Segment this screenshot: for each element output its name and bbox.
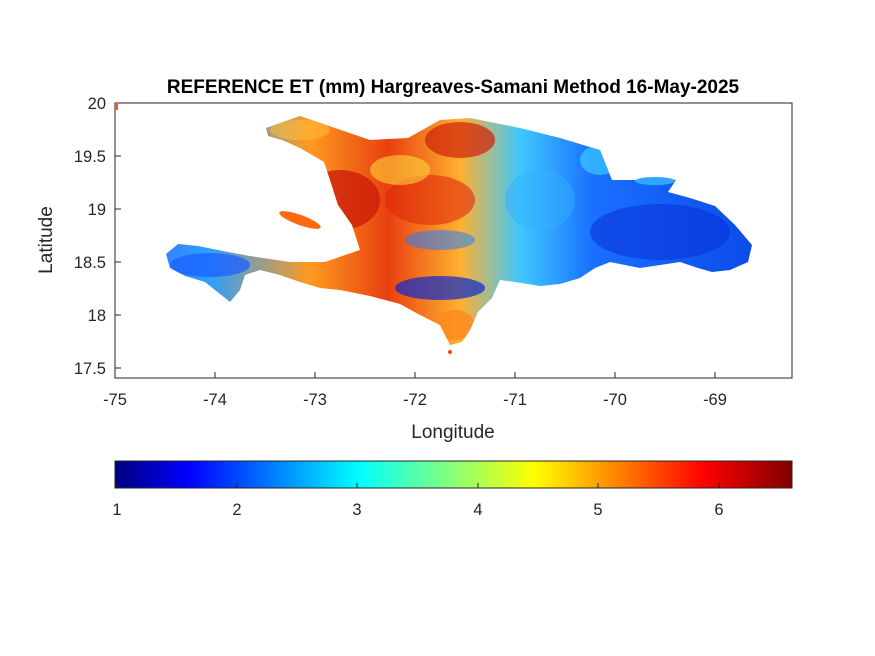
y-tick-label: 19.5 <box>74 148 106 166</box>
x-tick-label: -70 <box>603 391 627 409</box>
x-axis <box>114 372 716 378</box>
x-tick-label: -72 <box>403 391 427 409</box>
chart-title: REFERENCE ET (mm) Hargreaves-Samani Meth… <box>167 77 740 98</box>
colorbar-tick-label: 5 <box>593 501 602 519</box>
y-tick-label: 18.5 <box>74 254 106 272</box>
colorbar-ticks <box>116 483 720 488</box>
x-tick-label: -75 <box>103 391 127 409</box>
x-tick-label: -71 <box>503 391 527 409</box>
x-tick-label: -69 <box>703 391 727 409</box>
colorbar-tick-label: 4 <box>473 501 482 519</box>
y-axis-label: Latitude <box>36 206 57 274</box>
y-tick-label: 18 <box>88 307 106 325</box>
colorbar <box>114 460 793 489</box>
colorbar-tick-label: 2 <box>232 501 241 519</box>
y-tick-label: 17.5 <box>74 360 106 378</box>
colorbar-tick-label: 6 <box>714 501 723 519</box>
x-axis-label: Longitude <box>411 422 494 443</box>
colorbar-tick-label: 1 <box>112 501 121 519</box>
y-tick-label: 19 <box>88 201 106 219</box>
y-tick-label: 20 <box>88 95 106 113</box>
colorbar-tick-label: 3 <box>352 501 361 519</box>
x-tick-label: -73 <box>303 391 327 409</box>
x-tick-label: -74 <box>203 391 227 409</box>
y-axis <box>115 102 121 369</box>
